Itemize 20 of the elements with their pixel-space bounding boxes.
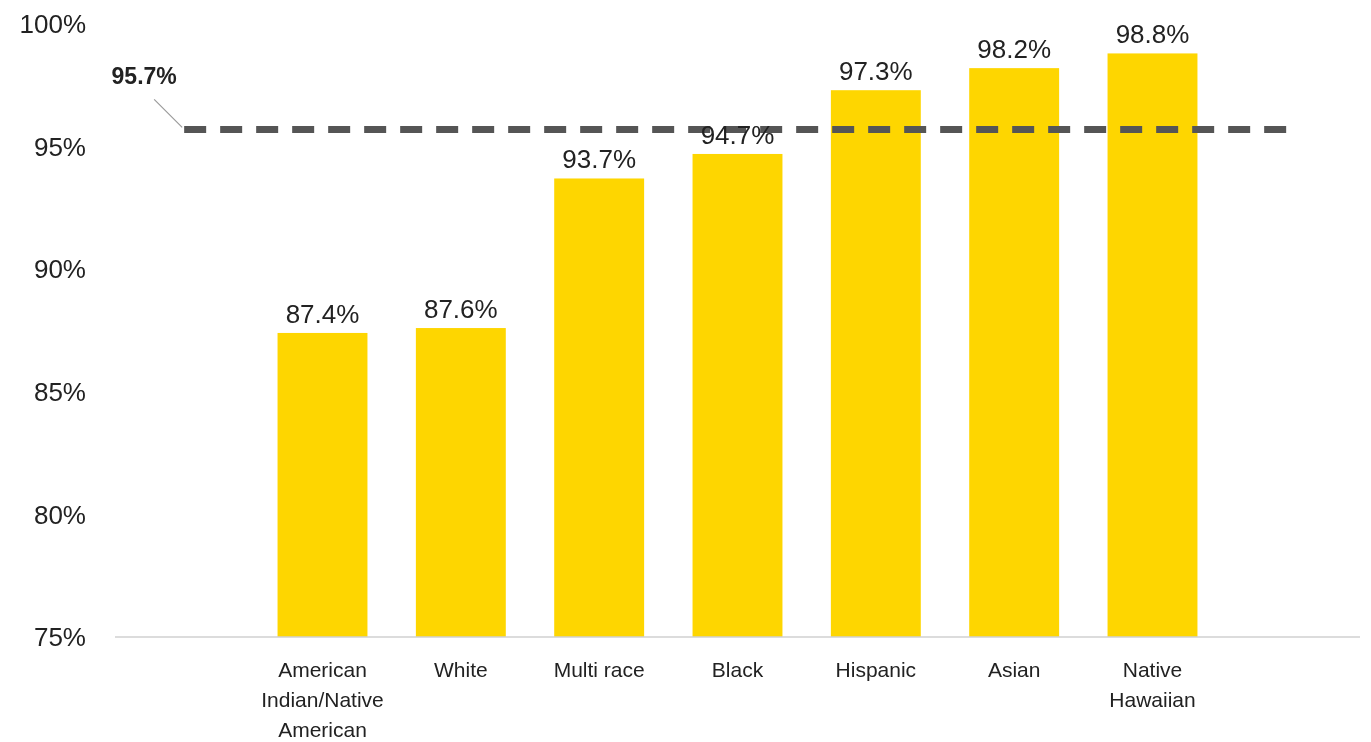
y-tick-label: 75%	[33, 622, 86, 653]
x-tick-label: Black	[711, 658, 764, 681]
y-tick-label: 90%	[33, 254, 86, 285]
x-tick-label: Hispanic	[835, 658, 917, 681]
data-label: 87.6%	[423, 294, 498, 325]
data-label: 98.8%	[1115, 19, 1190, 50]
y-tick-label: 80%	[33, 499, 86, 530]
x-tick-label: Asian	[987, 658, 1041, 681]
data-label: 87.4%	[285, 298, 360, 329]
data-label: 97.3%	[838, 56, 913, 87]
data-label: 93.7%	[562, 144, 637, 175]
x-tick-label: American Indian/Native American	[261, 658, 384, 741]
x-tick-label: Multi race	[553, 658, 645, 681]
y-tick-label: 100%	[19, 9, 86, 40]
y-tick-label: 95%	[33, 131, 86, 162]
x-tick-label: Native Hawaiian	[1109, 658, 1196, 711]
ref-line-label: 95.7%	[111, 63, 177, 90]
x-tick-label: White	[433, 658, 488, 681]
y-tick-label: 85%	[33, 376, 86, 407]
data-label: 98.2%	[977, 34, 1052, 65]
